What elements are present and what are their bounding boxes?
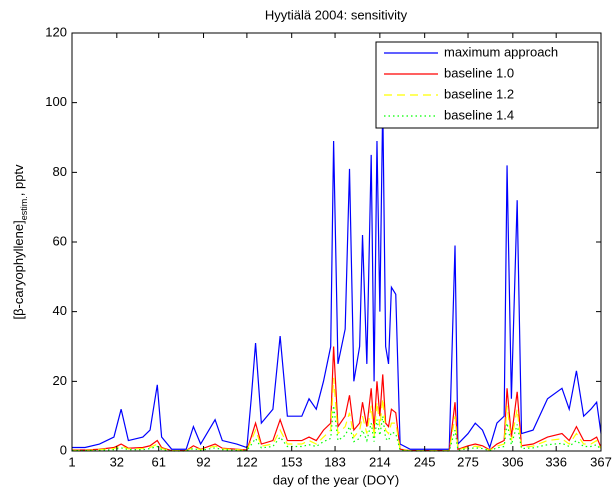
x-tick-label: 367 — [590, 454, 612, 469]
y-tick-label: 40 — [53, 303, 67, 318]
y-tick-label: 120 — [45, 24, 67, 39]
y-tick-label: 60 — [53, 233, 67, 248]
series-line — [72, 405, 602, 452]
series-line — [72, 346, 602, 452]
chart-title: Hyytiälä 2004: sensitivity — [265, 7, 408, 22]
legend-label: baseline 1.4 — [444, 107, 514, 122]
y-tick-label: 100 — [45, 94, 67, 109]
x-tick-label: 122 — [236, 454, 258, 469]
legend-label: baseline 1.2 — [444, 86, 514, 101]
y-tick-label: 80 — [53, 164, 67, 179]
x-tick-label: 306 — [502, 454, 524, 469]
x-tick-label: 92 — [196, 454, 210, 469]
x-axis-label: day of the year (DOY) — [273, 472, 399, 487]
y-tick-label: 20 — [53, 373, 67, 388]
y-axis-label-suffix: , pptv — [11, 164, 26, 196]
x-tick-label: 32 — [110, 454, 124, 469]
x-tick-label: 275 — [457, 454, 479, 469]
x-tick-label: 153 — [281, 454, 303, 469]
x-tick-label: 183 — [324, 454, 346, 469]
y-axis-label-sub: estim. — [19, 196, 29, 220]
x-tick-label: 336 — [545, 454, 567, 469]
x-tick-label: 1 — [68, 454, 75, 469]
series-line — [72, 102, 602, 450]
y-axis-label: [β-caryophyllene]estim., pptv — [11, 164, 29, 320]
x-tick-label: 61 — [151, 454, 165, 469]
series-line — [72, 377, 602, 452]
y-axis-label-main: [β-caryophyllene] — [11, 220, 26, 319]
legend-label: maximum approach — [444, 44, 558, 59]
legend-box — [375, 41, 599, 129]
x-tick-label: 245 — [414, 454, 436, 469]
x-tick-label: 214 — [369, 454, 391, 469]
y-tick-label: 0 — [60, 442, 67, 457]
legend-label: baseline 1.0 — [444, 65, 514, 80]
